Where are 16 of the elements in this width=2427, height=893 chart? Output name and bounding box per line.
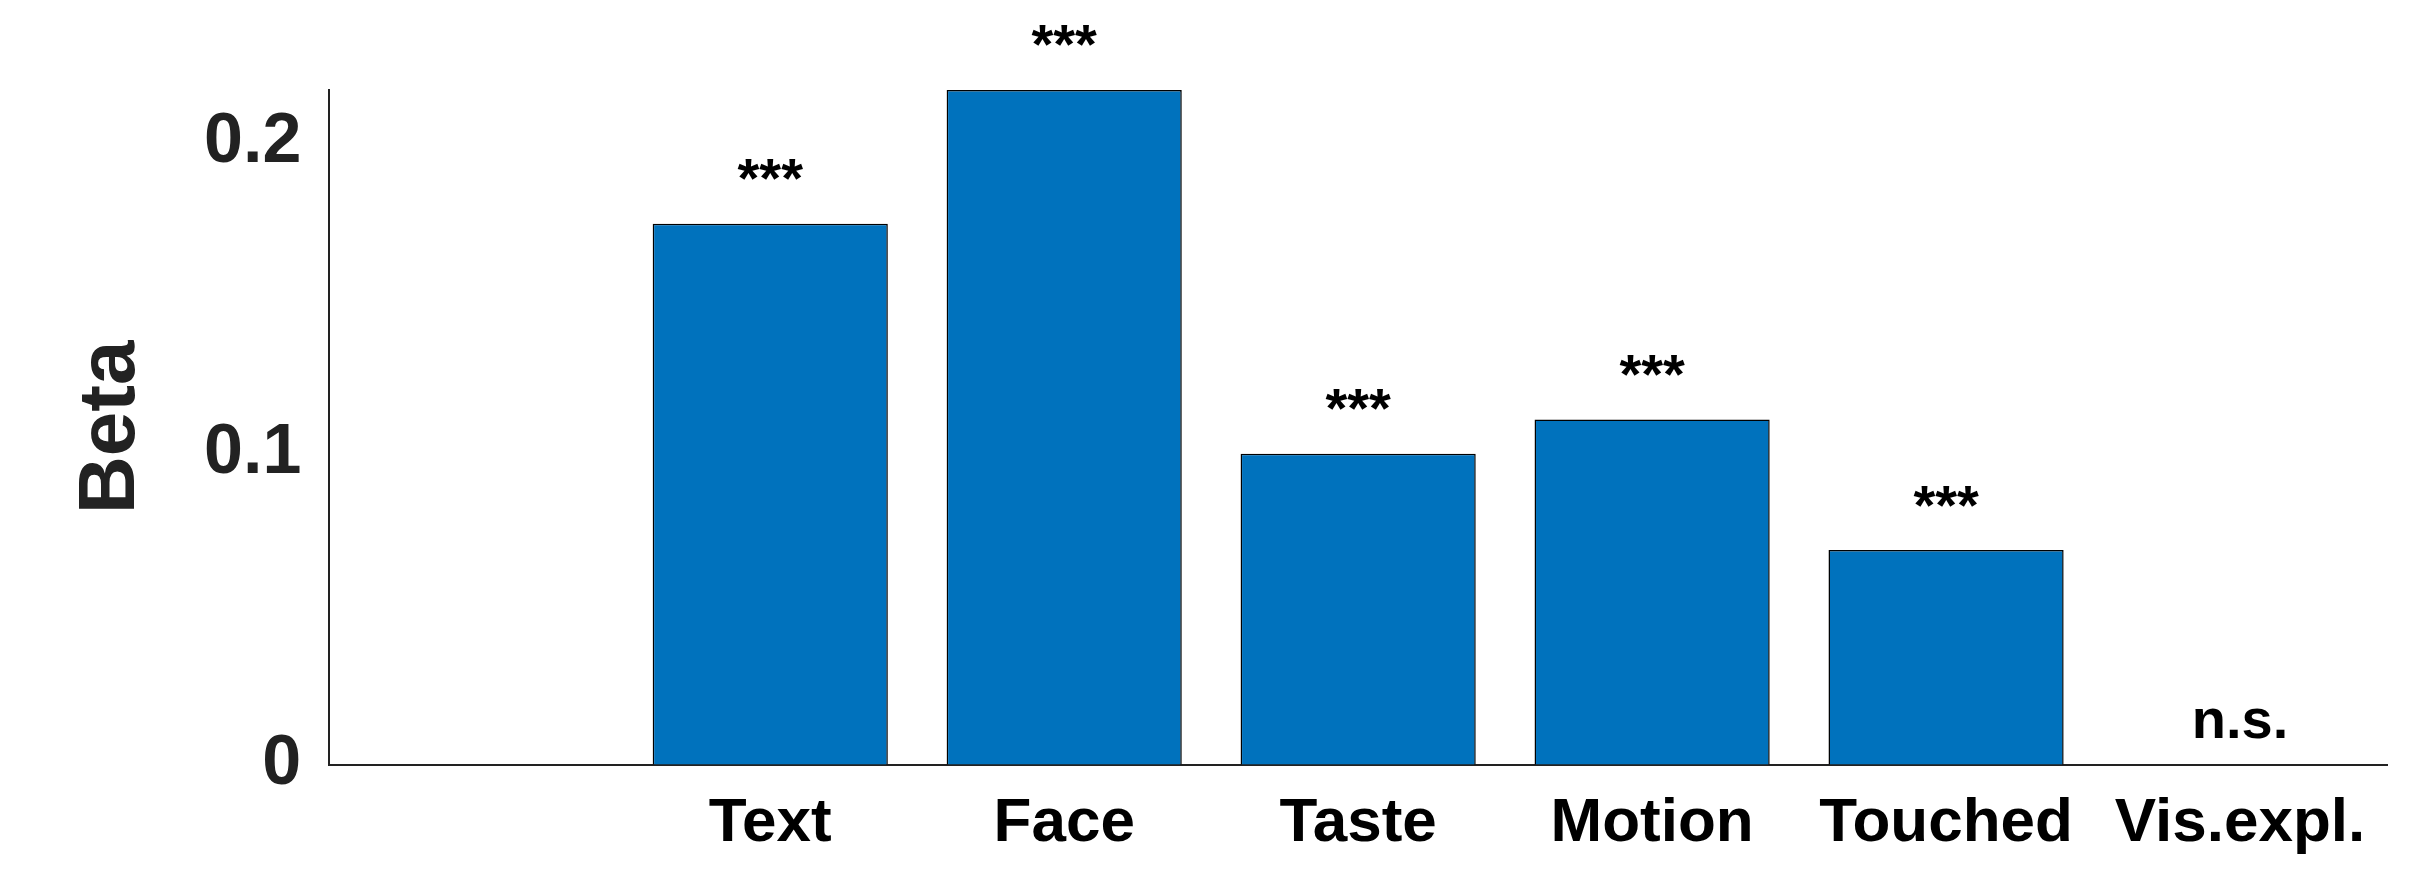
x-tick-label: Face <box>993 784 1135 854</box>
y-tick-label: 0.2 <box>204 99 302 178</box>
x-tick-label: Vis.expl. <box>2114 784 2366 854</box>
x-tick-label: Touched <box>1819 784 2073 854</box>
x-tick-label: Text <box>708 784 832 854</box>
y-tick-label: 0 <box>262 720 302 799</box>
annotation: *** <box>1325 376 1392 440</box>
y-tick-label: 0.1 <box>204 410 302 489</box>
x-tick-label: Taste <box>1279 784 1437 854</box>
annotation: *** <box>1619 341 1685 405</box>
annotation: *** <box>1031 12 1098 76</box>
x-tick-label: Motion <box>1550 784 1754 854</box>
annotation: n.s. <box>2191 687 2289 751</box>
annotation: *** <box>737 146 804 210</box>
annotation: *** <box>1913 472 1979 536</box>
y-axis-title: Beta <box>62 340 152 514</box>
